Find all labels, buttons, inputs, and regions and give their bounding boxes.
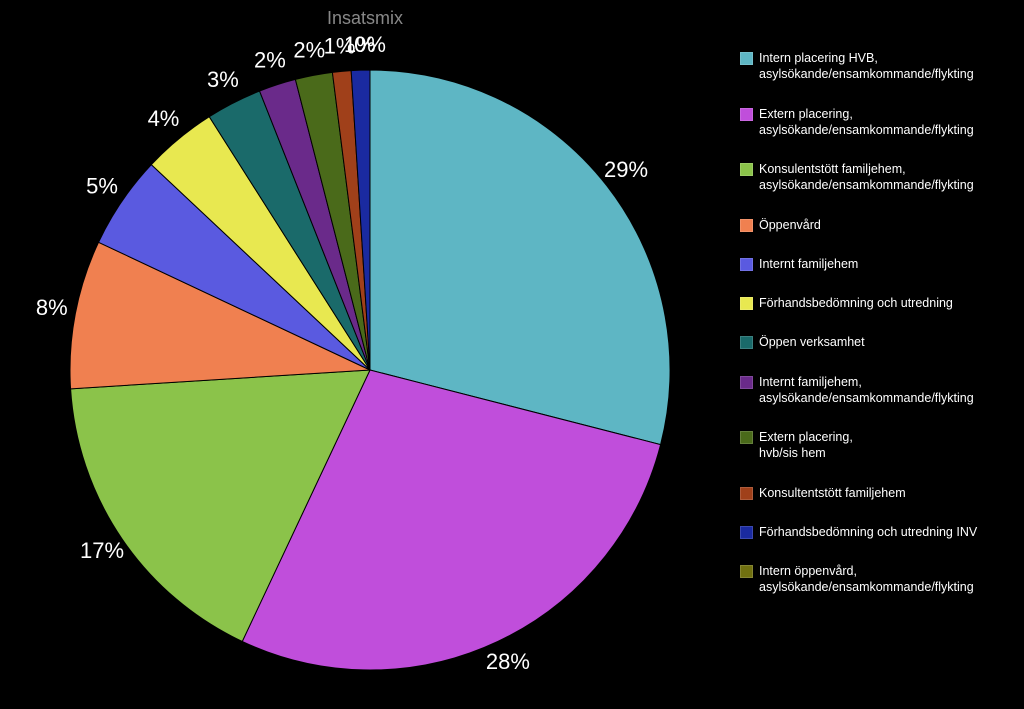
- slice-label: 29%: [604, 157, 648, 182]
- pie-chart: 29%28%17%8%5%4%3%2%2%1%1%0%: [0, 30, 730, 700]
- legend-item: Internt familjehem: [740, 256, 1020, 272]
- legend-label: Intern öppenvård,asylsökande/ensamkomman…: [759, 563, 1020, 596]
- legend-item: Extern placering,asylsökande/ensamkomman…: [740, 106, 1020, 139]
- legend-swatch: [740, 108, 753, 121]
- slice-label: 2%: [293, 38, 325, 63]
- legend-item: Öppenvård: [740, 217, 1020, 233]
- legend-swatch: [740, 52, 753, 65]
- legend-item: Internt familjehem,asylsökande/ensamkomm…: [740, 374, 1020, 407]
- legend-label: Förhandsbedömning och utredning INV: [759, 524, 1020, 540]
- legend-swatch: [740, 219, 753, 232]
- legend-label: Extern placering,hvb/sis hem: [759, 429, 1020, 462]
- legend: Intern placering HVB,asylsökande/ensamko…: [740, 50, 1020, 619]
- legend-label: Förhandsbedömning och utredning: [759, 295, 1020, 311]
- legend-item: Intern placering HVB,asylsökande/ensamko…: [740, 50, 1020, 83]
- slice-label: 0%: [354, 32, 386, 57]
- legend-item: Konsultentstött familjehem: [740, 485, 1020, 501]
- legend-swatch: [740, 163, 753, 176]
- slice-label: 8%: [36, 295, 68, 320]
- legend-label: Konsultentstött familjehem: [759, 485, 1020, 501]
- legend-label: Intern placering HVB,asylsökande/ensamko…: [759, 50, 1020, 83]
- legend-label: Internt familjehem: [759, 256, 1020, 272]
- legend-item: Extern placering,hvb/sis hem: [740, 429, 1020, 462]
- legend-swatch: [740, 297, 753, 310]
- legend-swatch: [740, 336, 753, 349]
- legend-swatch: [740, 431, 753, 444]
- legend-item: Förhandsbedömning och utredning: [740, 295, 1020, 311]
- legend-item: Öppen verksamhet: [740, 334, 1020, 350]
- legend-label: Öppenvård: [759, 217, 1020, 233]
- legend-label: Extern placering,asylsökande/ensamkomman…: [759, 106, 1020, 139]
- legend-swatch: [740, 487, 753, 500]
- legend-item: Konsulentstött familjehem,asylsökande/en…: [740, 161, 1020, 194]
- chart-title: Insatsmix: [0, 8, 730, 29]
- legend-label: Internt familjehem,asylsökande/ensamkomm…: [759, 374, 1020, 407]
- legend-swatch: [740, 376, 753, 389]
- legend-label: Öppen verksamhet: [759, 334, 1020, 350]
- legend-item: Intern öppenvård,asylsökande/ensamkomman…: [740, 563, 1020, 596]
- chart-container: Insatsmix 29%28%17%8%5%4%3%2%2%1%1%0% In…: [0, 0, 1024, 709]
- slice-label: 2%: [254, 48, 286, 73]
- legend-item: Förhandsbedömning och utredning INV: [740, 524, 1020, 540]
- legend-swatch: [740, 258, 753, 271]
- legend-swatch: [740, 526, 753, 539]
- slice-label: 4%: [148, 106, 180, 131]
- slice-label: 28%: [486, 649, 530, 674]
- slice-label: 3%: [207, 67, 239, 92]
- slice-label: 5%: [86, 174, 118, 199]
- legend-label: Konsulentstött familjehem,asylsökande/en…: [759, 161, 1020, 194]
- slice-label: 17%: [80, 538, 124, 563]
- legend-swatch: [740, 565, 753, 578]
